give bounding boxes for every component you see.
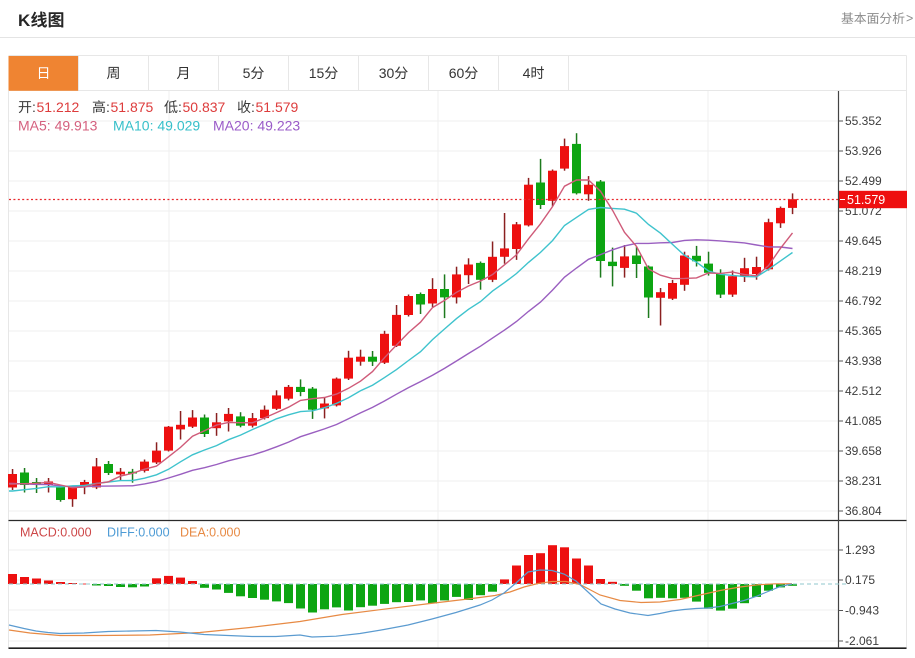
svg-text:1.293: 1.293 xyxy=(845,543,875,557)
svg-text:MA20: 49.223: MA20: 49.223 xyxy=(213,118,300,134)
svg-text:0.175: 0.175 xyxy=(845,573,875,587)
svg-text:30: 30 xyxy=(379,65,395,81)
svg-text:39.658: 39.658 xyxy=(845,444,882,458)
svg-text:60: 60 xyxy=(449,65,465,81)
svg-text:4: 4 xyxy=(523,65,531,81)
svg-text:51.579: 51.579 xyxy=(256,99,299,115)
svg-text:MA5: 49.913: MA5: 49.913 xyxy=(18,118,98,134)
svg-text:51.579: 51.579 xyxy=(847,193,885,207)
svg-text:15: 15 xyxy=(309,65,325,81)
svg-text:43.938: 43.938 xyxy=(845,354,882,368)
svg-text:53.926: 53.926 xyxy=(845,144,882,158)
svg-text:51.212: 51.212 xyxy=(37,99,80,115)
svg-text:MA10: 49.029: MA10: 49.029 xyxy=(113,118,200,134)
svg-text:48.219: 48.219 xyxy=(845,264,882,278)
svg-text:MACD:0.000: MACD:0.000 xyxy=(20,526,92,540)
svg-text:41.085: 41.085 xyxy=(845,414,882,428)
svg-text::: : xyxy=(106,99,110,115)
svg-text:36.804: 36.804 xyxy=(845,504,882,518)
svg-text:K: K xyxy=(18,11,31,30)
svg-text:42.512: 42.512 xyxy=(845,384,882,398)
svg-text:-0.943: -0.943 xyxy=(845,604,879,618)
svg-text:51.875: 51.875 xyxy=(111,99,154,115)
svg-text:55.352: 55.352 xyxy=(845,114,882,128)
svg-text:52.499: 52.499 xyxy=(845,174,882,188)
svg-text:>: > xyxy=(906,12,913,26)
svg-text:49.645: 49.645 xyxy=(845,234,882,248)
svg-text:50.837: 50.837 xyxy=(183,99,226,115)
svg-text:45.365: 45.365 xyxy=(845,324,882,338)
svg-text::: : xyxy=(251,99,255,115)
svg-text::: : xyxy=(32,99,36,115)
svg-text:46.792: 46.792 xyxy=(845,294,882,308)
svg-text:-2.061: -2.061 xyxy=(845,634,879,648)
svg-text::: : xyxy=(178,99,182,115)
svg-text:DEA:0.000: DEA:0.000 xyxy=(180,526,241,540)
svg-text:5: 5 xyxy=(243,65,251,81)
svg-text:38.231: 38.231 xyxy=(845,474,882,488)
svg-text:DIFF:0.000: DIFF:0.000 xyxy=(107,526,170,540)
